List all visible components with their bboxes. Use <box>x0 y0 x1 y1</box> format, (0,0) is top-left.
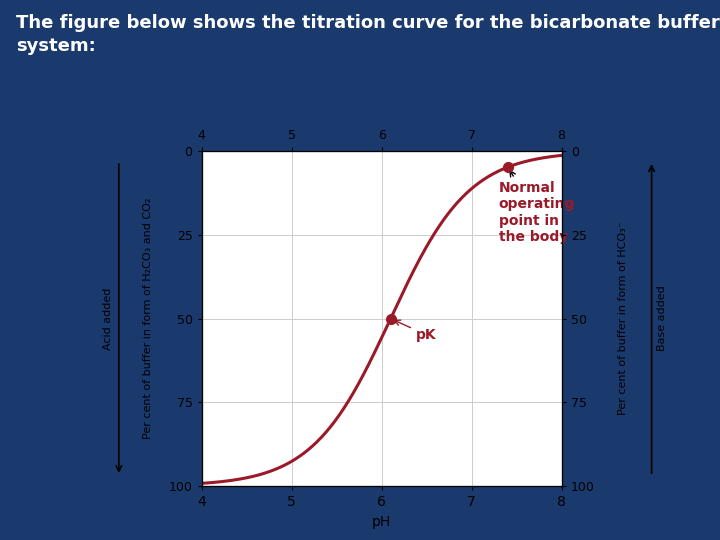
Text: Normal
operating
point in
the body: Normal operating point in the body <box>499 171 575 244</box>
Text: Per cent of buffer in form of HCO₃⁻: Per cent of buffer in form of HCO₃⁻ <box>618 222 628 415</box>
Text: Acid added: Acid added <box>103 287 113 350</box>
X-axis label: pH: pH <box>372 515 391 529</box>
Text: The figure below shows the titration curve for the bicarbonate buffer
system:: The figure below shows the titration cur… <box>16 14 719 55</box>
Text: Per cent of buffer in form of H₂CO₃ and CO₂: Per cent of buffer in form of H₂CO₃ and … <box>143 198 153 439</box>
Text: pK: pK <box>395 320 436 342</box>
Text: Base added: Base added <box>657 286 667 352</box>
